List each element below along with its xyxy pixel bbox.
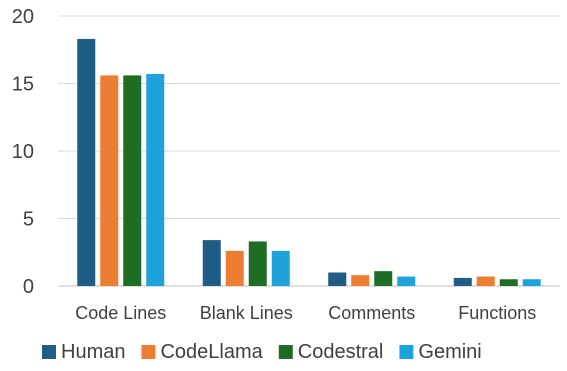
gridlines	[58, 15, 560, 287]
legend-label-gemini: Gemini	[418, 341, 481, 363]
bar-human-blank-lines	[202, 240, 221, 286]
bar-codellama-code-lines	[100, 75, 119, 287]
bar-human-functions	[453, 277, 472, 286]
x-category-label: Functions	[458, 303, 536, 323]
y-tick-label: 10	[12, 141, 34, 163]
bar-codellama-comments	[351, 275, 370, 286]
legend-label-codellama: CodeLlama	[160, 341, 263, 363]
bar-gemini-functions	[522, 279, 541, 286]
y-tick-label: 15	[12, 74, 34, 96]
legend-label-human: Human	[61, 341, 125, 363]
y-tick-label: 20	[12, 6, 34, 28]
x-category-label: Code Lines	[75, 303, 166, 323]
y-tick-label: 0	[23, 276, 34, 298]
bar-codestral-functions	[499, 279, 518, 286]
legend-swatch-human	[42, 345, 56, 359]
bar-codellama-functions	[476, 276, 495, 286]
bar-gemini-code-lines	[146, 74, 165, 286]
bar-codellama-blank-lines	[225, 250, 244, 286]
bar-codestral-code-lines	[123, 75, 142, 287]
bar-human-code-lines	[77, 38, 96, 287]
bar-human-comments	[328, 272, 347, 286]
bars	[77, 38, 541, 287]
bar-gemini-comments	[397, 276, 416, 286]
y-tick-label: 5	[23, 209, 34, 231]
y-axis-tick-labels: 0 5 10 15 20	[12, 6, 34, 298]
x-axis-category-labels: Code Lines Blank Lines Comments Functions	[75, 303, 536, 323]
legend-swatch-gemini	[399, 345, 414, 359]
bar-gemini-blank-lines	[271, 250, 290, 286]
x-category-label: Blank Lines	[200, 303, 293, 323]
legend-label-codestral: Codestral	[298, 341, 384, 363]
bar-codestral-comments	[374, 271, 393, 286]
x-category-label: Comments	[328, 303, 415, 323]
legend-swatch-codestral	[278, 345, 293, 359]
legend: Human CodeLlama Codestral Gemini	[42, 341, 482, 363]
bar-codestral-blank-lines	[248, 241, 267, 286]
legend-swatch-codellama	[141, 345, 156, 359]
